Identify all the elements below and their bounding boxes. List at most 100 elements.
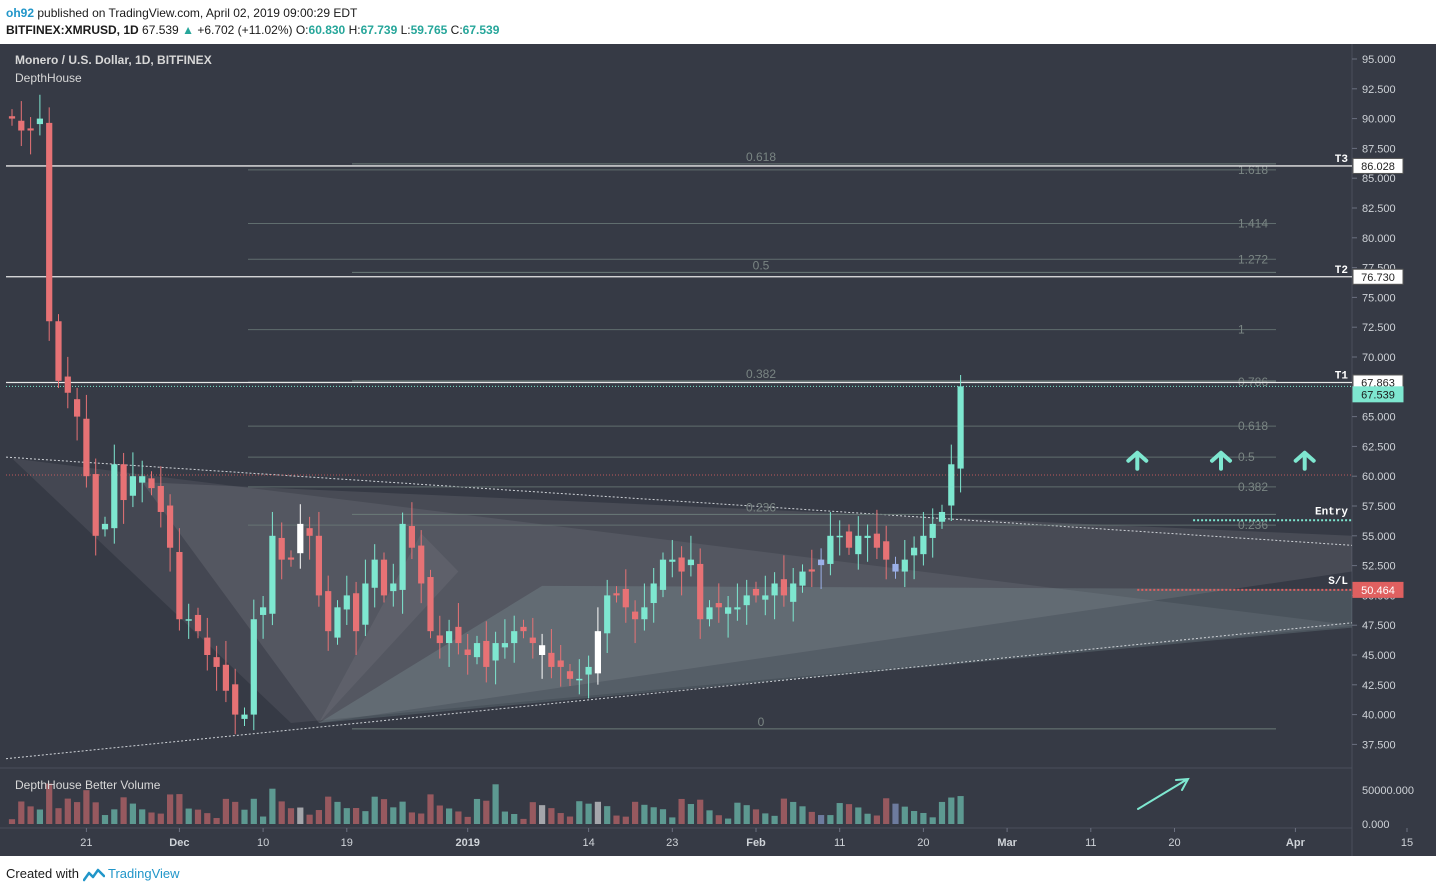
volume-bar bbox=[111, 809, 118, 824]
candle-body bbox=[120, 464, 127, 501]
volume-bar bbox=[399, 801, 406, 824]
candle-body bbox=[734, 607, 741, 610]
volume-bar bbox=[8, 819, 16, 824]
volume-bar bbox=[232, 801, 239, 824]
author-link[interactable]: oh92 bbox=[6, 6, 35, 20]
candle-body bbox=[325, 591, 332, 632]
fib-label-left: 0.618 bbox=[746, 150, 776, 164]
created-with-label: Created with bbox=[6, 866, 79, 881]
volume-title: DepthHouse Better Volume bbox=[15, 778, 161, 792]
chart-header: oh92 published on TradingView.com, April… bbox=[0, 0, 1436, 44]
candle-body bbox=[762, 595, 769, 600]
y-tick-label: 82.500 bbox=[1362, 203, 1396, 215]
high-label: H: bbox=[348, 23, 361, 37]
y-tick-label: 80.000 bbox=[1362, 233, 1396, 245]
volume-bar bbox=[678, 798, 685, 824]
candle-body bbox=[446, 631, 453, 644]
candle-body bbox=[353, 593, 360, 632]
volume-bar bbox=[446, 808, 453, 824]
fib-label-left: 0.236 bbox=[746, 500, 776, 514]
candle-body bbox=[697, 563, 704, 620]
candle-body bbox=[473, 643, 481, 658]
volume-bar bbox=[725, 818, 732, 824]
volume-bar bbox=[362, 811, 369, 824]
fib-label-right: 0.236 bbox=[1238, 518, 1268, 532]
target-name-t3: T3 bbox=[1335, 154, 1349, 166]
candle-body bbox=[901, 559, 908, 572]
volume-bar bbox=[790, 801, 797, 824]
target-name-t1: T1 bbox=[1335, 370, 1349, 382]
volume-bar bbox=[260, 816, 267, 824]
volume-bar bbox=[511, 814, 518, 824]
x-tick-label: 2019 bbox=[455, 837, 479, 849]
x-tick-label: 15 bbox=[1401, 837, 1413, 849]
fib-label-left: 0 bbox=[758, 715, 765, 729]
publish-info: oh92 published on TradingView.com, April… bbox=[6, 6, 357, 20]
volume-bar bbox=[101, 815, 109, 824]
time-axis[interactable]: 21 Dec 10 19 2019 14 23 Feb 11 20 Mar 11 20 Apr 15 bbox=[80, 828, 1413, 849]
price-tag-value: 67.539 bbox=[1361, 389, 1395, 401]
fib-label-left: 0.382 bbox=[746, 367, 776, 381]
target-name-t2: T2 bbox=[1335, 265, 1348, 277]
candle-body bbox=[911, 547, 918, 556]
fib-label-right: 1.272 bbox=[1238, 252, 1268, 266]
candle-body bbox=[604, 595, 611, 634]
candle-body bbox=[492, 643, 499, 661]
candle-body bbox=[548, 652, 555, 667]
volume-bar bbox=[613, 815, 620, 824]
candle-body bbox=[157, 485, 164, 512]
volume-bar bbox=[241, 809, 248, 824]
y-tick-label: 87.500 bbox=[1362, 143, 1396, 155]
fib-label-right: 0.382 bbox=[1238, 480, 1268, 494]
candle-body bbox=[250, 619, 257, 715]
stoploss-name: S/L bbox=[1328, 576, 1348, 588]
price-tag bbox=[1352, 157, 1404, 174]
candle-body bbox=[836, 535, 843, 538]
volume-bar bbox=[74, 802, 81, 824]
up-arrow-icon bbox=[1210, 450, 1232, 471]
volume-bar bbox=[120, 797, 127, 824]
y-tick-label: 60.000 bbox=[1362, 471, 1396, 483]
fib-label-right: 0.5 bbox=[1238, 450, 1255, 464]
candle-body bbox=[539, 645, 546, 655]
candle-body bbox=[148, 478, 155, 489]
x-tick-label: 20 bbox=[917, 837, 929, 849]
low-value: 59.765 bbox=[410, 23, 448, 37]
volume-bar bbox=[501, 811, 508, 824]
fib-label-right: 1 bbox=[1238, 323, 1245, 337]
candle-body bbox=[101, 523, 109, 530]
candle-body bbox=[464, 649, 471, 655]
volume-bar bbox=[148, 812, 155, 824]
candle-body bbox=[27, 128, 34, 131]
y-tick-label: 62.500 bbox=[1362, 441, 1396, 453]
volume-bar bbox=[222, 798, 229, 824]
y-tick-label: 55.000 bbox=[1362, 531, 1396, 543]
price-chart[interactable]: 0.6180.50.3820.23601.6181.4141.27210.786… bbox=[0, 44, 1436, 856]
symbol-name: BITFINEX:XMRUSD, 1D bbox=[6, 23, 139, 37]
tradingview-link[interactable]: TradingView bbox=[108, 866, 180, 881]
candle-body bbox=[566, 671, 574, 679]
volume-bar bbox=[27, 806, 34, 824]
candle-body bbox=[399, 523, 406, 590]
volume-bar bbox=[287, 808, 295, 824]
volume-bar bbox=[418, 813, 425, 824]
volume-bar bbox=[650, 807, 657, 824]
volume-bar bbox=[669, 817, 676, 824]
volume-bar bbox=[427, 794, 434, 824]
tradingview-logo-icon bbox=[82, 868, 105, 881]
volume-bar bbox=[139, 809, 146, 824]
candle-body bbox=[269, 535, 276, 614]
candle-body bbox=[948, 464, 955, 506]
candle-body bbox=[678, 557, 685, 572]
last-price: 67.539 bbox=[142, 23, 179, 37]
volume-bar bbox=[799, 806, 806, 824]
chart-background bbox=[0, 44, 1436, 856]
candle-body bbox=[74, 399, 81, 417]
x-tick-label: 21 bbox=[80, 837, 92, 849]
volume-bar bbox=[194, 809, 202, 824]
price-axis[interactable]: 95.000 92.500 90.000 87.500 85.000 82.500 80.0… bbox=[1352, 54, 1414, 831]
volume-bar bbox=[204, 813, 211, 824]
volume-bar bbox=[167, 794, 174, 824]
candle-body bbox=[725, 607, 732, 614]
candle-body bbox=[659, 559, 667, 590]
